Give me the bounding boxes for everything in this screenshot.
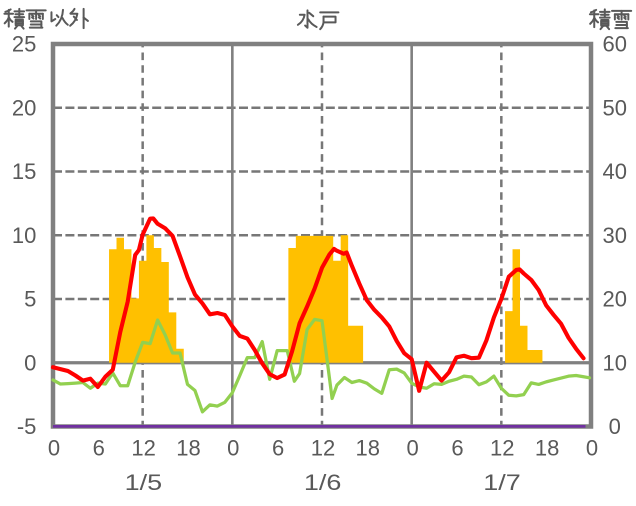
svg-text:12: 12: [311, 436, 335, 461]
svg-text:6: 6: [93, 436, 105, 461]
svg-text:18: 18: [176, 436, 200, 461]
svg-text:0: 0: [586, 436, 598, 461]
svg-text:6: 6: [272, 436, 284, 461]
svg-text:60: 60: [603, 32, 627, 57]
svg-text:18: 18: [356, 436, 380, 461]
svg-text:10: 10: [12, 223, 36, 248]
svg-text:40: 40: [603, 159, 627, 184]
svg-text:20: 20: [12, 95, 36, 120]
svg-text:0: 0: [24, 350, 36, 375]
svg-text:12: 12: [490, 436, 514, 461]
svg-text:25: 25: [12, 32, 36, 57]
svg-text:-5: -5: [17, 414, 37, 439]
svg-text:1/7: 1/7: [483, 470, 521, 495]
svg-text:50: 50: [603, 95, 627, 120]
svg-text:30: 30: [603, 223, 627, 248]
svg-text:5: 5: [24, 287, 36, 312]
svg-text:0: 0: [406, 436, 418, 461]
svg-text:6: 6: [451, 436, 463, 461]
svg-text:0: 0: [609, 414, 621, 439]
svg-text:0: 0: [48, 436, 60, 461]
svg-text:18: 18: [535, 436, 559, 461]
svg-text:12: 12: [131, 436, 155, 461]
svg-text:20: 20: [603, 287, 627, 312]
svg-text:0: 0: [227, 436, 239, 461]
svg-text:1/6: 1/6: [304, 470, 342, 495]
svg-text:15: 15: [12, 159, 36, 184]
svg-text:10: 10: [603, 350, 627, 375]
svg-text:1/5: 1/5: [125, 470, 163, 495]
